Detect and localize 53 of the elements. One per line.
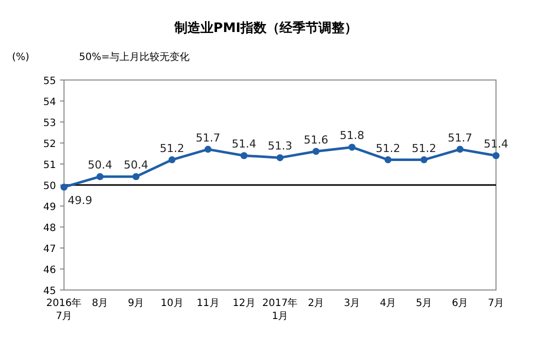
point bbox=[60, 184, 68, 191]
x-tick-label: 10月 bbox=[160, 298, 184, 309]
x-tick-label: 2月 bbox=[308, 298, 324, 309]
y-tick-label: 54 bbox=[43, 97, 56, 108]
data-label: 51.7 bbox=[448, 131, 472, 144]
y-tick-label: 46 bbox=[43, 265, 56, 276]
data-label: 51.7 bbox=[196, 131, 220, 144]
x-tick-label: 5月 bbox=[416, 298, 432, 309]
text: 50%=与上月比较无变化 bbox=[79, 51, 190, 63]
x-tick-label: 2017年 1月 bbox=[262, 297, 298, 322]
y-tick-label: 45 bbox=[43, 286, 56, 297]
point bbox=[384, 156, 392, 164]
point bbox=[420, 156, 428, 164]
y-tick-label: 53 bbox=[43, 118, 56, 129]
point bbox=[132, 173, 140, 180]
x-tick-label: 3月 bbox=[344, 298, 360, 309]
x-tick-label: 11月 bbox=[196, 298, 220, 309]
x-tick-label: 12月 bbox=[232, 298, 256, 309]
y-tick-label: 47 bbox=[43, 244, 56, 255]
point bbox=[312, 148, 320, 155]
x-tick-label: 7月 bbox=[488, 298, 504, 309]
point bbox=[96, 173, 104, 180]
x-tick-label: 4月 bbox=[380, 298, 396, 309]
point bbox=[456, 146, 464, 153]
point bbox=[492, 152, 500, 160]
y-tick-label: 51 bbox=[43, 160, 56, 171]
data-label: 51.8 bbox=[340, 129, 364, 142]
x-tick-label: 9月 bbox=[128, 298, 144, 309]
point bbox=[204, 146, 212, 153]
data-label: 51.3 bbox=[268, 140, 292, 153]
point bbox=[276, 154, 284, 162]
y-tick-label: 52 bbox=[43, 139, 56, 150]
x-tick-label: 2016年 7月 bbox=[46, 297, 82, 322]
y-tick-label: 50 bbox=[43, 181, 56, 192]
y-axis-title: (%) bbox=[12, 52, 30, 63]
y-tick-label: 49 bbox=[43, 202, 56, 213]
chart-title: 制造业PMI指数（经季节调整） bbox=[173, 20, 358, 36]
data-label: 50.4 bbox=[88, 158, 112, 172]
data-label: 51.2 bbox=[160, 142, 184, 155]
point bbox=[240, 152, 248, 160]
data-label: 51.4 bbox=[232, 138, 256, 151]
data-label: 49.9 bbox=[68, 194, 92, 208]
y-tick-label: 55 bbox=[43, 76, 56, 87]
data-label: 51.4 bbox=[484, 138, 508, 151]
x-tick-label: 8月 bbox=[92, 298, 108, 309]
data-label: 51.6 bbox=[304, 133, 328, 146]
data-label: 51.2 bbox=[376, 142, 400, 155]
x-tick-label: 6月 bbox=[452, 298, 468, 309]
data-label: 51.2 bbox=[412, 142, 436, 155]
y-tick-label: 48 bbox=[43, 223, 56, 234]
point bbox=[168, 156, 176, 164]
data-label: 50.4 bbox=[124, 158, 148, 172]
point bbox=[348, 144, 356, 151]
